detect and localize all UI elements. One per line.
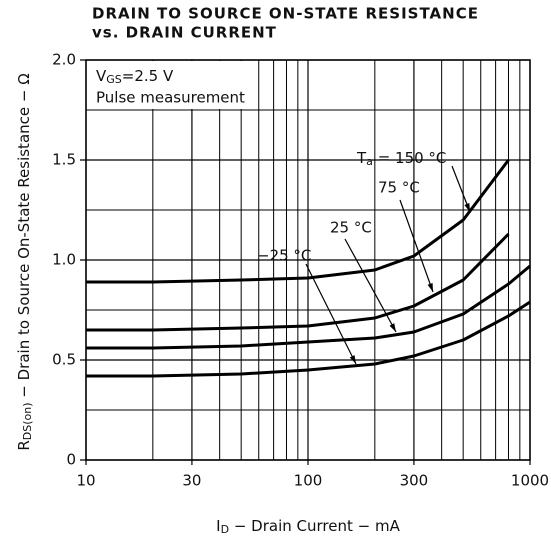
y-tick-label: 1.0 xyxy=(52,251,76,269)
y-axis-label-rest: − Drain to Source On-State Resistance − … xyxy=(15,73,33,402)
x-axis-label: ID − Drain Current − mA xyxy=(216,517,400,537)
x-tick-label: 300 xyxy=(400,472,429,490)
arrow xyxy=(344,238,397,333)
plot-frame xyxy=(85,59,531,461)
curve xyxy=(86,232,510,332)
annotation-box xyxy=(87,61,255,109)
curve-label-base: T xyxy=(356,149,367,167)
arrow xyxy=(305,263,357,365)
arrow-head xyxy=(427,283,433,292)
curve-label: −25 °C xyxy=(257,247,311,265)
x-axis-label-base: I xyxy=(216,517,220,535)
x-tick-label: 30 xyxy=(182,472,201,490)
y-axis-label-base: R xyxy=(15,440,33,450)
arrow-head xyxy=(349,355,356,364)
chart-title: vs. DRAIN CURRENT xyxy=(92,24,277,42)
y-tick-label: 1.5 xyxy=(52,151,76,169)
annotation-base: V xyxy=(96,67,107,85)
arrow-head xyxy=(464,203,470,212)
x-axis-label-sub: D xyxy=(221,523,229,536)
y-tick-label: 0 xyxy=(66,451,76,469)
arrow xyxy=(399,199,434,293)
annotation-sub: GS xyxy=(106,73,122,86)
x-tick-label: 1000 xyxy=(511,472,549,490)
curve-label-rest: = xyxy=(373,149,395,167)
curve-label-name: 150 °C xyxy=(395,149,446,167)
y-tick-label: 2.0 xyxy=(52,51,76,69)
y-tick-label: 0.5 xyxy=(52,351,76,369)
chart-title: DRAIN TO SOURCE ON-STATE RESISTANCE xyxy=(92,5,479,23)
y-axis-label-sub: DS(on) xyxy=(21,402,34,440)
curve-label: 75 °C xyxy=(378,179,420,197)
x-tick-label: 100 xyxy=(294,472,323,490)
y-axis-label: RDS(on) − Drain to Source On-State Resis… xyxy=(15,73,35,450)
annotation: Pulse measurement xyxy=(96,89,245,107)
curve xyxy=(86,264,531,350)
curve-label-sub: a xyxy=(366,155,373,168)
curve-label: Ta = 150 °C xyxy=(356,149,446,169)
annotation-rest: =2.5 V xyxy=(122,67,174,85)
x-axis-label-rest: − Drain Current − mA xyxy=(229,517,401,535)
curve xyxy=(86,300,531,378)
annotation: VGS=2.5 V xyxy=(96,67,174,87)
curve-label: 25 °C xyxy=(330,219,372,237)
arrow-head xyxy=(389,323,396,332)
x-tick-label: 10 xyxy=(76,472,95,490)
curve xyxy=(86,159,510,284)
